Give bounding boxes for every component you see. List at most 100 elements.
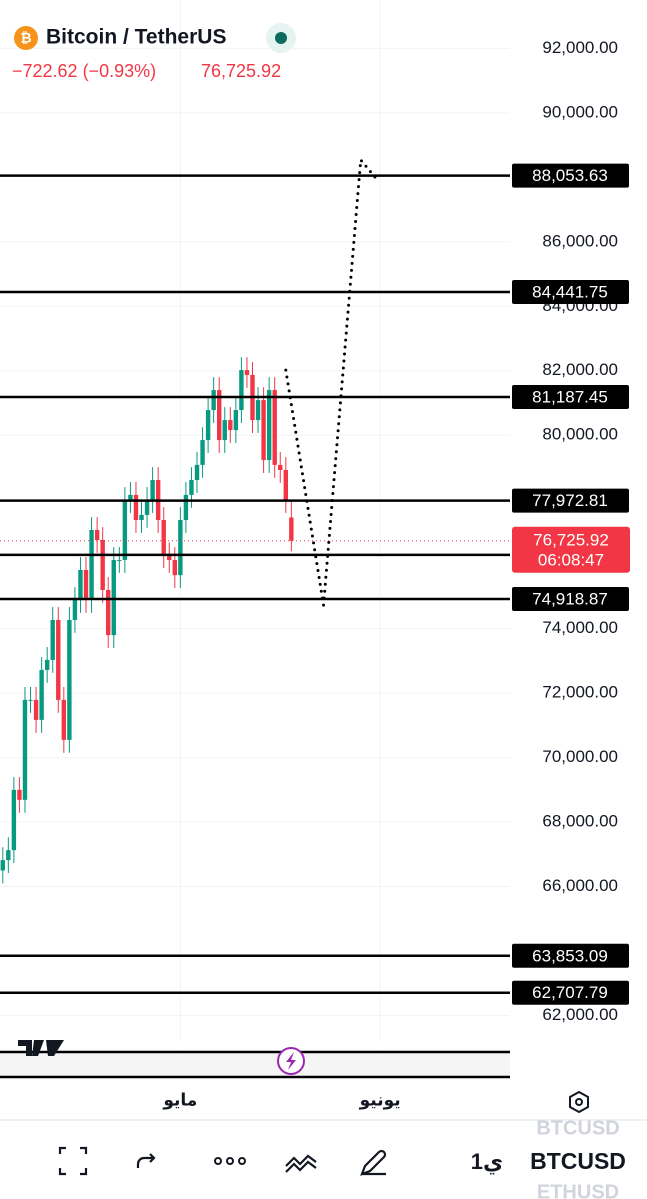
candle-body — [144, 500, 150, 515]
candle-body — [17, 789, 22, 800]
y-tick-label: 82,000.00 — [542, 360, 618, 379]
candle-body — [111, 559, 116, 636]
candle-body — [50, 619, 55, 660]
more-button[interactable] — [214, 1157, 246, 1165]
settings-icon[interactable] — [569, 1090, 589, 1114]
candle-body — [167, 555, 172, 560]
redo-button[interactable] — [136, 1153, 156, 1168]
candle-body — [83, 569, 89, 600]
candle-body — [244, 370, 250, 375]
candle-body — [239, 370, 244, 411]
candle-body — [33, 699, 39, 720]
y-tick-label: 80,000.00 — [542, 425, 618, 444]
candle-body — [200, 440, 205, 465]
candle-body — [194, 464, 200, 481]
y-tick-label: 74,000.00 — [542, 618, 618, 637]
level-label: 74,918.87 — [532, 590, 608, 609]
candle-body — [255, 400, 261, 421]
candle-body — [278, 464, 283, 471]
candle-body — [272, 390, 277, 465]
coin-icon — [14, 26, 38, 50]
candle-body — [266, 390, 272, 461]
y-tick-label: 86,000.00 — [542, 231, 618, 250]
candle-body — [161, 520, 166, 556]
level-box — [512, 384, 629, 409]
candle-body — [67, 619, 72, 740]
market-status-dot — [275, 32, 287, 44]
candle-body — [233, 410, 239, 431]
candle-body — [11, 789, 17, 851]
candle-body — [56, 619, 61, 700]
candle-body — [122, 500, 128, 560]
interval-button[interactable]: 1ي — [471, 1149, 503, 1175]
level-label: 81,187.45 — [532, 387, 608, 406]
projection-path — [284, 156, 378, 606]
candle-body — [61, 699, 67, 740]
candle-body — [172, 559, 178, 576]
candle-body — [261, 400, 266, 461]
coin-glyph: ₿ — [20, 30, 31, 46]
lightning-icon — [286, 1052, 296, 1070]
candle-body — [94, 530, 100, 540]
y-tick-label: 92,000.00 — [542, 38, 618, 57]
level-box — [512, 163, 629, 188]
level-box — [512, 980, 629, 1005]
candle-body — [289, 517, 294, 541]
header-price: 76,725.92 — [201, 61, 281, 81]
candle-body — [100, 540, 105, 590]
candle-body — [39, 669, 44, 720]
candle-body — [0, 860, 5, 871]
level-label: 84,441.75 — [532, 283, 608, 302]
candle-body — [28, 699, 33, 701]
candle-body — [6, 850, 11, 861]
symbol-title: Bitcoin / TetherUS — [46, 26, 226, 49]
level-box — [512, 587, 629, 612]
candle-body — [228, 420, 233, 431]
candle-body — [78, 569, 83, 600]
plot-area — [0, 0, 510, 1052]
candle-body — [89, 530, 94, 600]
last-price-box — [512, 526, 630, 573]
y-tick-label: 70,000.00 — [542, 747, 618, 766]
level-label: 62,707.79 — [532, 983, 608, 1002]
candle-body — [106, 589, 111, 636]
level-label: 88,053.63 — [532, 166, 608, 185]
y-tick-label: 66,000.00 — [542, 876, 618, 895]
level-box — [512, 943, 629, 968]
candle-body — [128, 494, 133, 501]
candle-body — [217, 390, 222, 441]
indicators-button[interactable] — [285, 1154, 317, 1173]
last-price-label: 76,725.92 — [533, 530, 609, 549]
candle-body — [211, 390, 216, 411]
settings-icon-center — [575, 1098, 583, 1106]
draw-button[interactable] — [360, 1149, 387, 1176]
candle-body — [150, 480, 155, 501]
candle-body — [178, 520, 183, 576]
x-tick-label: مايو — [162, 1090, 197, 1110]
candle-body — [133, 494, 139, 521]
x-tick-label: يونيو — [359, 1090, 401, 1110]
level-label: 63,853.09 — [532, 946, 608, 965]
candle-body — [205, 410, 211, 441]
candle-body — [72, 599, 78, 620]
candle-body — [117, 559, 122, 561]
level-box — [512, 488, 629, 513]
symbol-button[interactable]: BTCUSD — [530, 1148, 626, 1174]
candle-body — [22, 699, 28, 800]
candle-body — [283, 470, 288, 501]
y-tick-label: 72,000.00 — [542, 683, 618, 702]
bottom-band — [0, 1052, 510, 1077]
candle-body — [44, 659, 50, 670]
tv-logo — [0, 1040, 520, 1056]
y-tick-label: 90,000.00 — [542, 102, 618, 121]
watchlist-prev[interactable]: BTCUSD — [536, 1117, 619, 1139]
countdown-label: 06:08:47 — [538, 550, 604, 569]
candle-body — [222, 420, 227, 441]
level-box — [512, 280, 629, 305]
level-label: 77,972.81 — [532, 491, 608, 510]
fullscreen-button[interactable] — [58, 1146, 88, 1176]
y-tick-label: 68,000.00 — [542, 812, 618, 831]
watchlist-next[interactable]: ETHUSD — [537, 1181, 619, 1199]
candle-body — [189, 480, 194, 495]
price-change: −722.62 (−0.93%) — [12, 61, 156, 81]
